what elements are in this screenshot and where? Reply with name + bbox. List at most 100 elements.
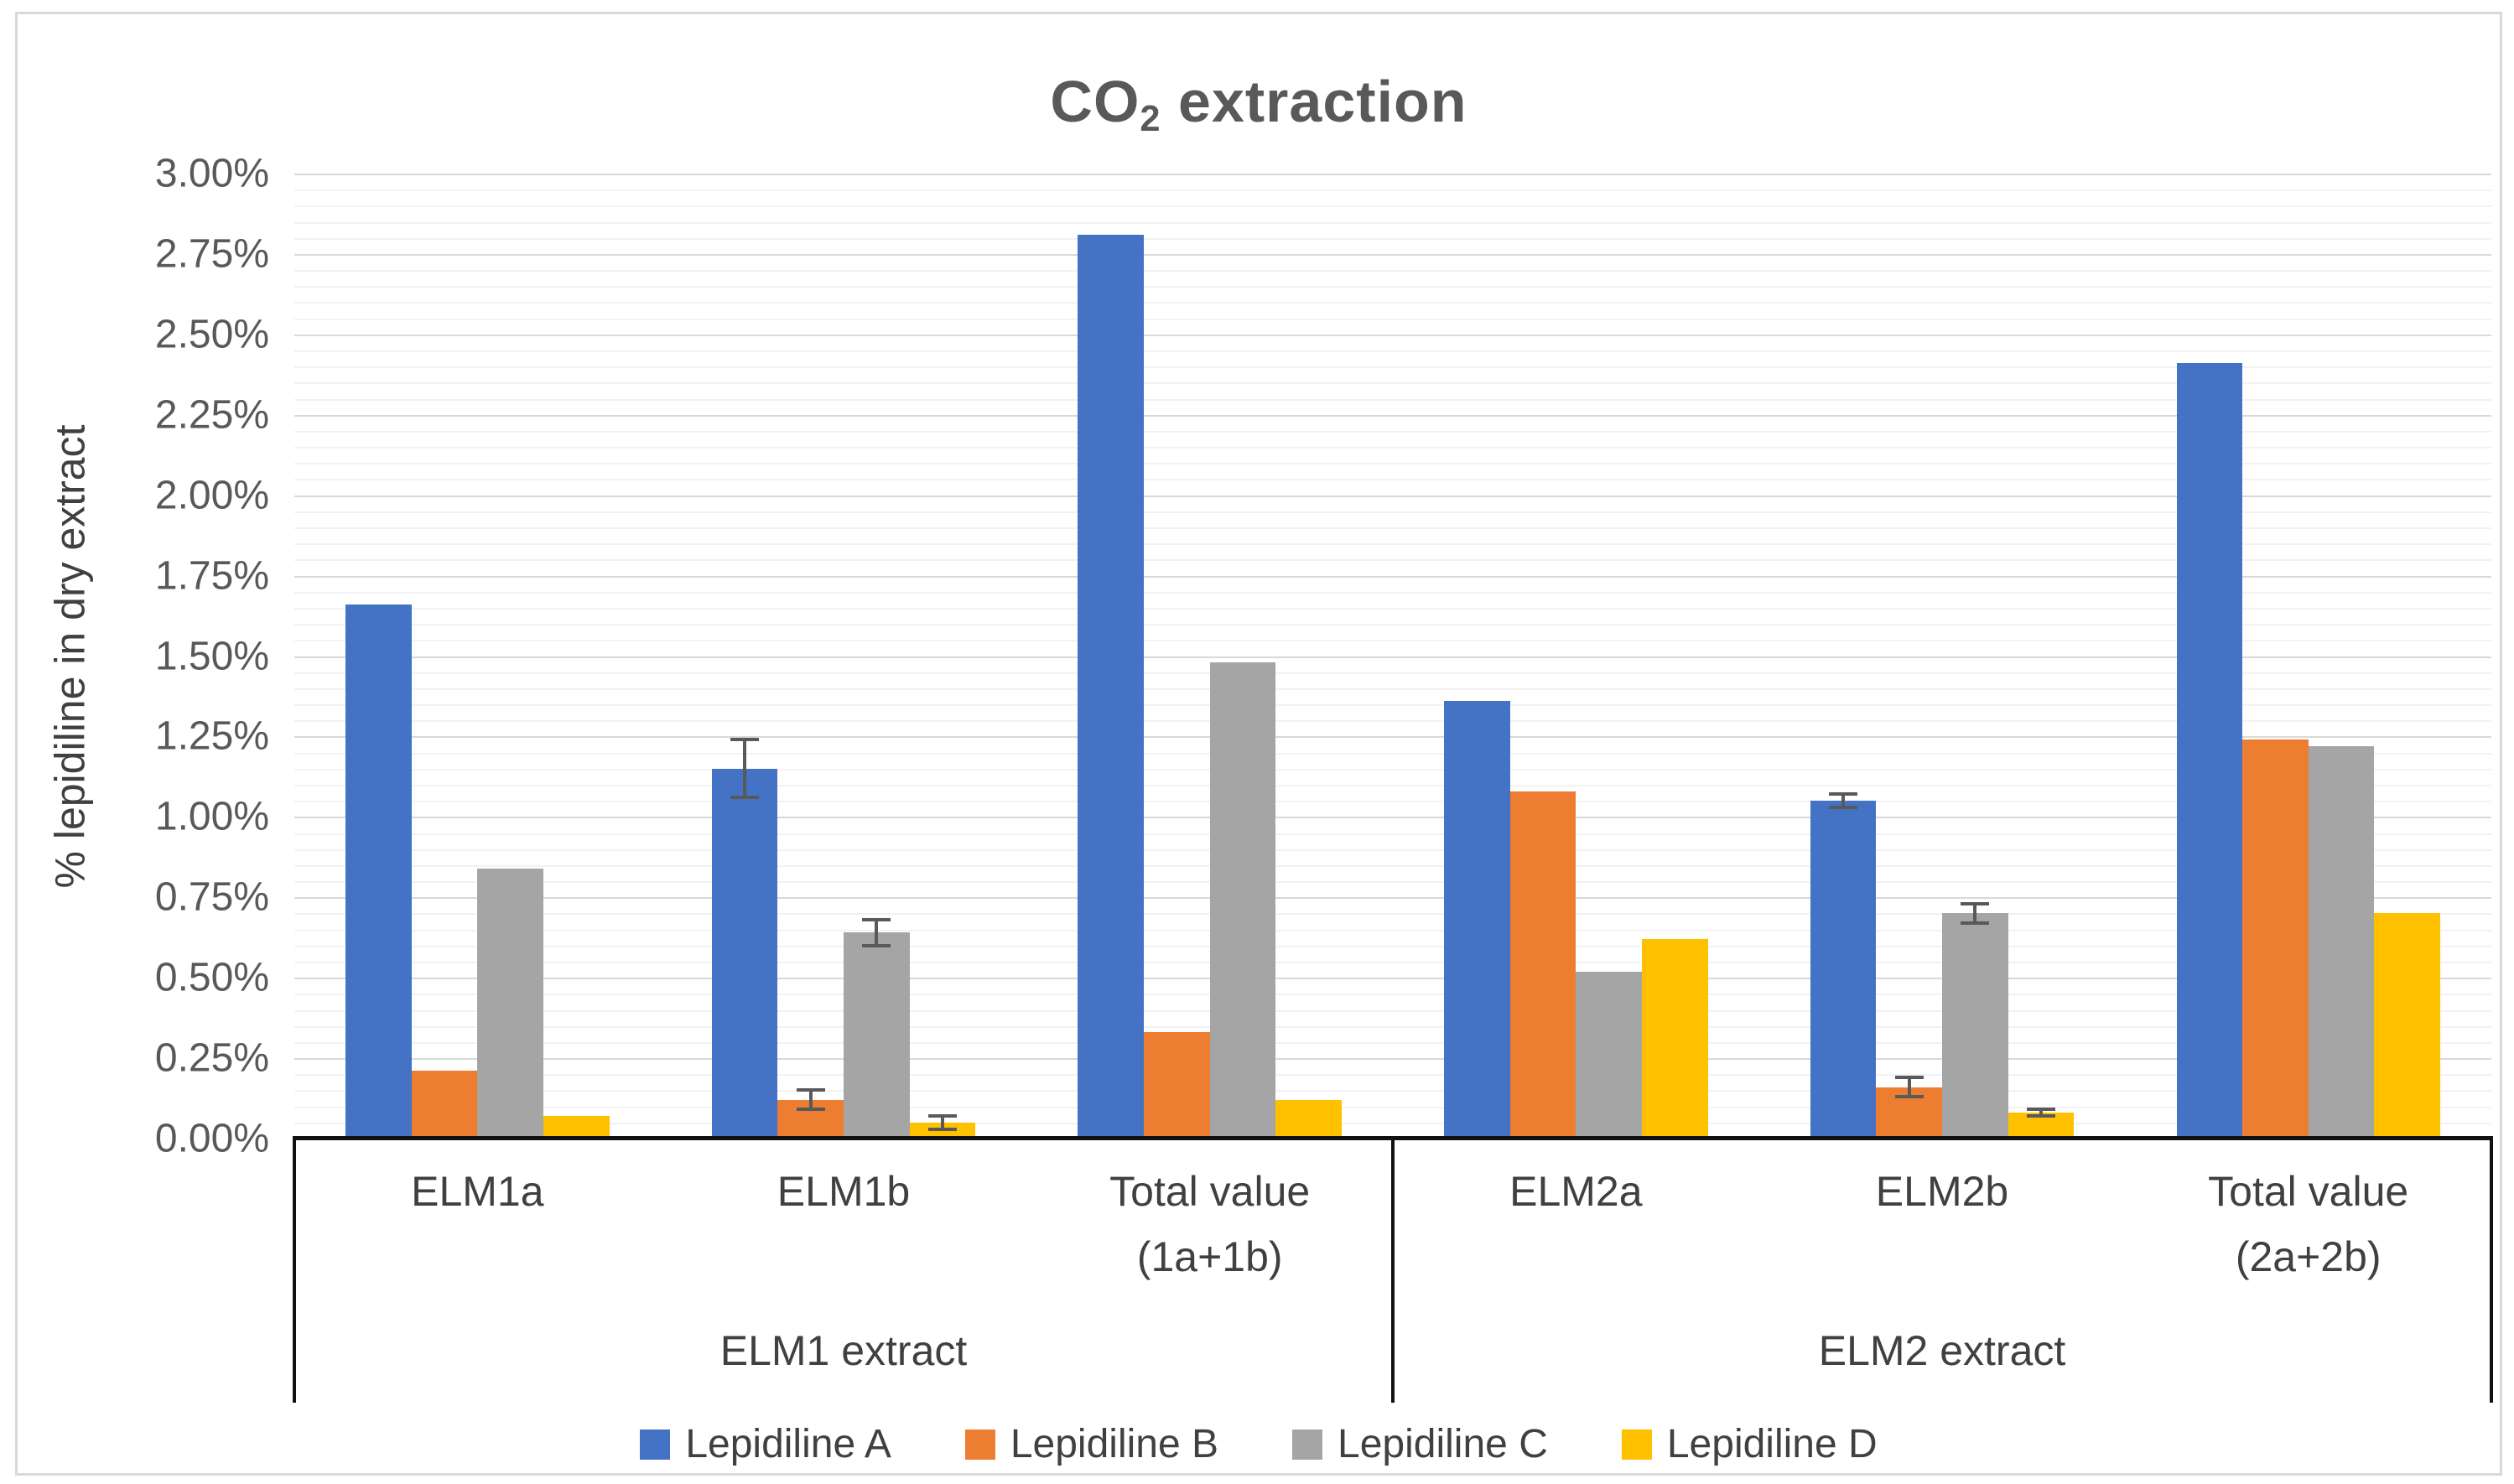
minor-gridline [294,286,2491,288]
legend-swatch-icon [640,1429,671,1460]
error-bar-line [1841,794,1846,807]
minor-gridline [294,1025,2491,1028]
minor-gridline [294,801,2491,803]
error-bar-cap [927,1114,957,1118]
error-bar-cap [730,796,760,800]
error-bar-cap [927,1127,957,1131]
minor-gridline [294,1009,2491,1012]
minor-gridline [294,994,2491,996]
minor-gridline [294,318,2491,320]
category-box-border-left [293,1136,296,1403]
error-bar-line [808,1090,813,1110]
bar-Lepidiline B-ELM2b [1876,1076,1943,1139]
bar-Lepidiline B-Total value [1144,1032,1210,1139]
minor-gridline [294,688,2491,690]
chart-title-suffix: extraction [1161,69,1467,134]
y-tick-label: 2.00% [154,473,269,518]
legend-label: Lepidiline C [1338,1422,1548,1466]
minor-gridline [294,833,2491,835]
bar-Lepidiline C-Total value [2308,745,2375,1139]
bar-groups [294,174,2491,1139]
minor-gridline [294,430,2491,433]
minor-gridline [294,543,2491,546]
error-bar-cap [1894,1095,1924,1099]
y-axis-tick-labels: 3.00% 2.75% 2.50% 2.25% 2.00% 1.75% 1.50% 1.25%… [18,152,269,1161]
bar-Lepidiline A-ELM2a [1444,701,1510,1139]
y-tick-label: 1.00% [154,794,269,839]
error-bar-line [1907,1077,1911,1097]
minor-gridline [294,704,2491,707]
category-label-Total value: Total value (1a+1b) [1109,1168,1311,1280]
minor-gridline [294,463,2491,465]
minor-gridline [294,864,2491,867]
minor-gridline [294,784,2491,786]
legend-item-Lepidiline B: Lepidiline B [964,1421,1219,1467]
legend-item-Lepidiline A: Lepidiline A [640,1421,891,1467]
error-bar-cap [2026,1114,2055,1118]
minor-gridline [294,961,2491,963]
major-gridline [294,1058,2491,1061]
minor-gridline [294,913,2491,916]
y-tick-label: 1.25% [154,713,269,759]
bar-Lepidiline B-Total value [2242,739,2309,1139]
error-bar-line [940,1116,944,1129]
major-gridline [294,656,2491,658]
legend-label: Lepidiline A [685,1422,891,1466]
error-bar-line [743,739,747,798]
category-label-ELM2b: ELM2b [1875,1168,2009,1215]
error-bar-cap [1829,805,1858,809]
minor-gridline [294,205,2491,208]
major-gridline [294,334,2491,336]
minor-gridline [294,945,2491,947]
error-bar-cap [796,1108,825,1112]
category-label-ELM1a: ELM1a [411,1168,544,1215]
bar-Lepidiline D-ELM1a [543,1116,610,1139]
category-label-ELM2a: ELM2a [1509,1168,1643,1215]
minor-gridline [294,848,2491,851]
category-box-border-right [2490,1136,2493,1403]
minor-gridline [294,624,2491,626]
legend-swatch-icon [964,1429,995,1460]
error-bar-cap [1961,901,1990,905]
minor-gridline [294,527,2491,530]
category-label-ELM1b: ELM1b [777,1168,911,1215]
bar-Lepidiline D-ELM2b [2008,1108,2075,1139]
minor-gridline [294,479,2491,481]
bar-Lepidiline C-ELM2b [1942,901,2008,1139]
minor-gridline [294,511,2491,513]
bar-Lepidiline D-Total value [1275,1099,1342,1139]
major-gridline [294,736,2491,739]
bar-Lepidiline A-Total value [1078,234,1145,1139]
minor-gridline [294,929,2491,931]
minor-gridline [294,752,2491,755]
error-bar-line [2039,1109,2043,1117]
bar-group-ELM1a [294,174,661,1139]
error-bar-line [1973,903,1977,923]
y-tick-label: 0.50% [154,955,269,1000]
major-gridline [294,414,2491,417]
y-tick-label: 0.25% [154,1035,269,1081]
bar-Lepidiline D-ELM2a [1641,939,1708,1139]
error-bar-cap [1829,792,1858,796]
minor-gridline [294,1122,2491,1124]
minor-gridline [294,189,2491,192]
minor-gridline [294,640,2491,642]
minor-gridline [294,607,2491,610]
bar-group-ELM2a [1393,174,1759,1139]
bar-Lepidiline B-ELM1b [777,1088,844,1139]
minor-gridline [294,237,2491,240]
legend-swatch-icon [1292,1429,1323,1460]
minor-gridline [294,366,2491,369]
bar-Lepidiline A-ELM1a [345,604,412,1139]
error-bar-line [875,920,879,946]
legend: Lepidiline A Lepidiline B Lepidiline C Lepi… [18,1421,2500,1467]
legend-swatch-icon [1621,1429,1652,1460]
major-gridline [294,495,2491,497]
bar-Lepidiline C-ELM1b [844,918,910,1139]
minor-gridline [294,720,2491,723]
minor-gridline [294,672,2491,674]
bar-Lepidiline A-Total value [2176,363,2243,1139]
legend-label: Lepidiline B [1010,1422,1219,1466]
minor-gridline [294,768,2491,771]
bar-Lepidiline A-ELM1b [711,738,778,1139]
